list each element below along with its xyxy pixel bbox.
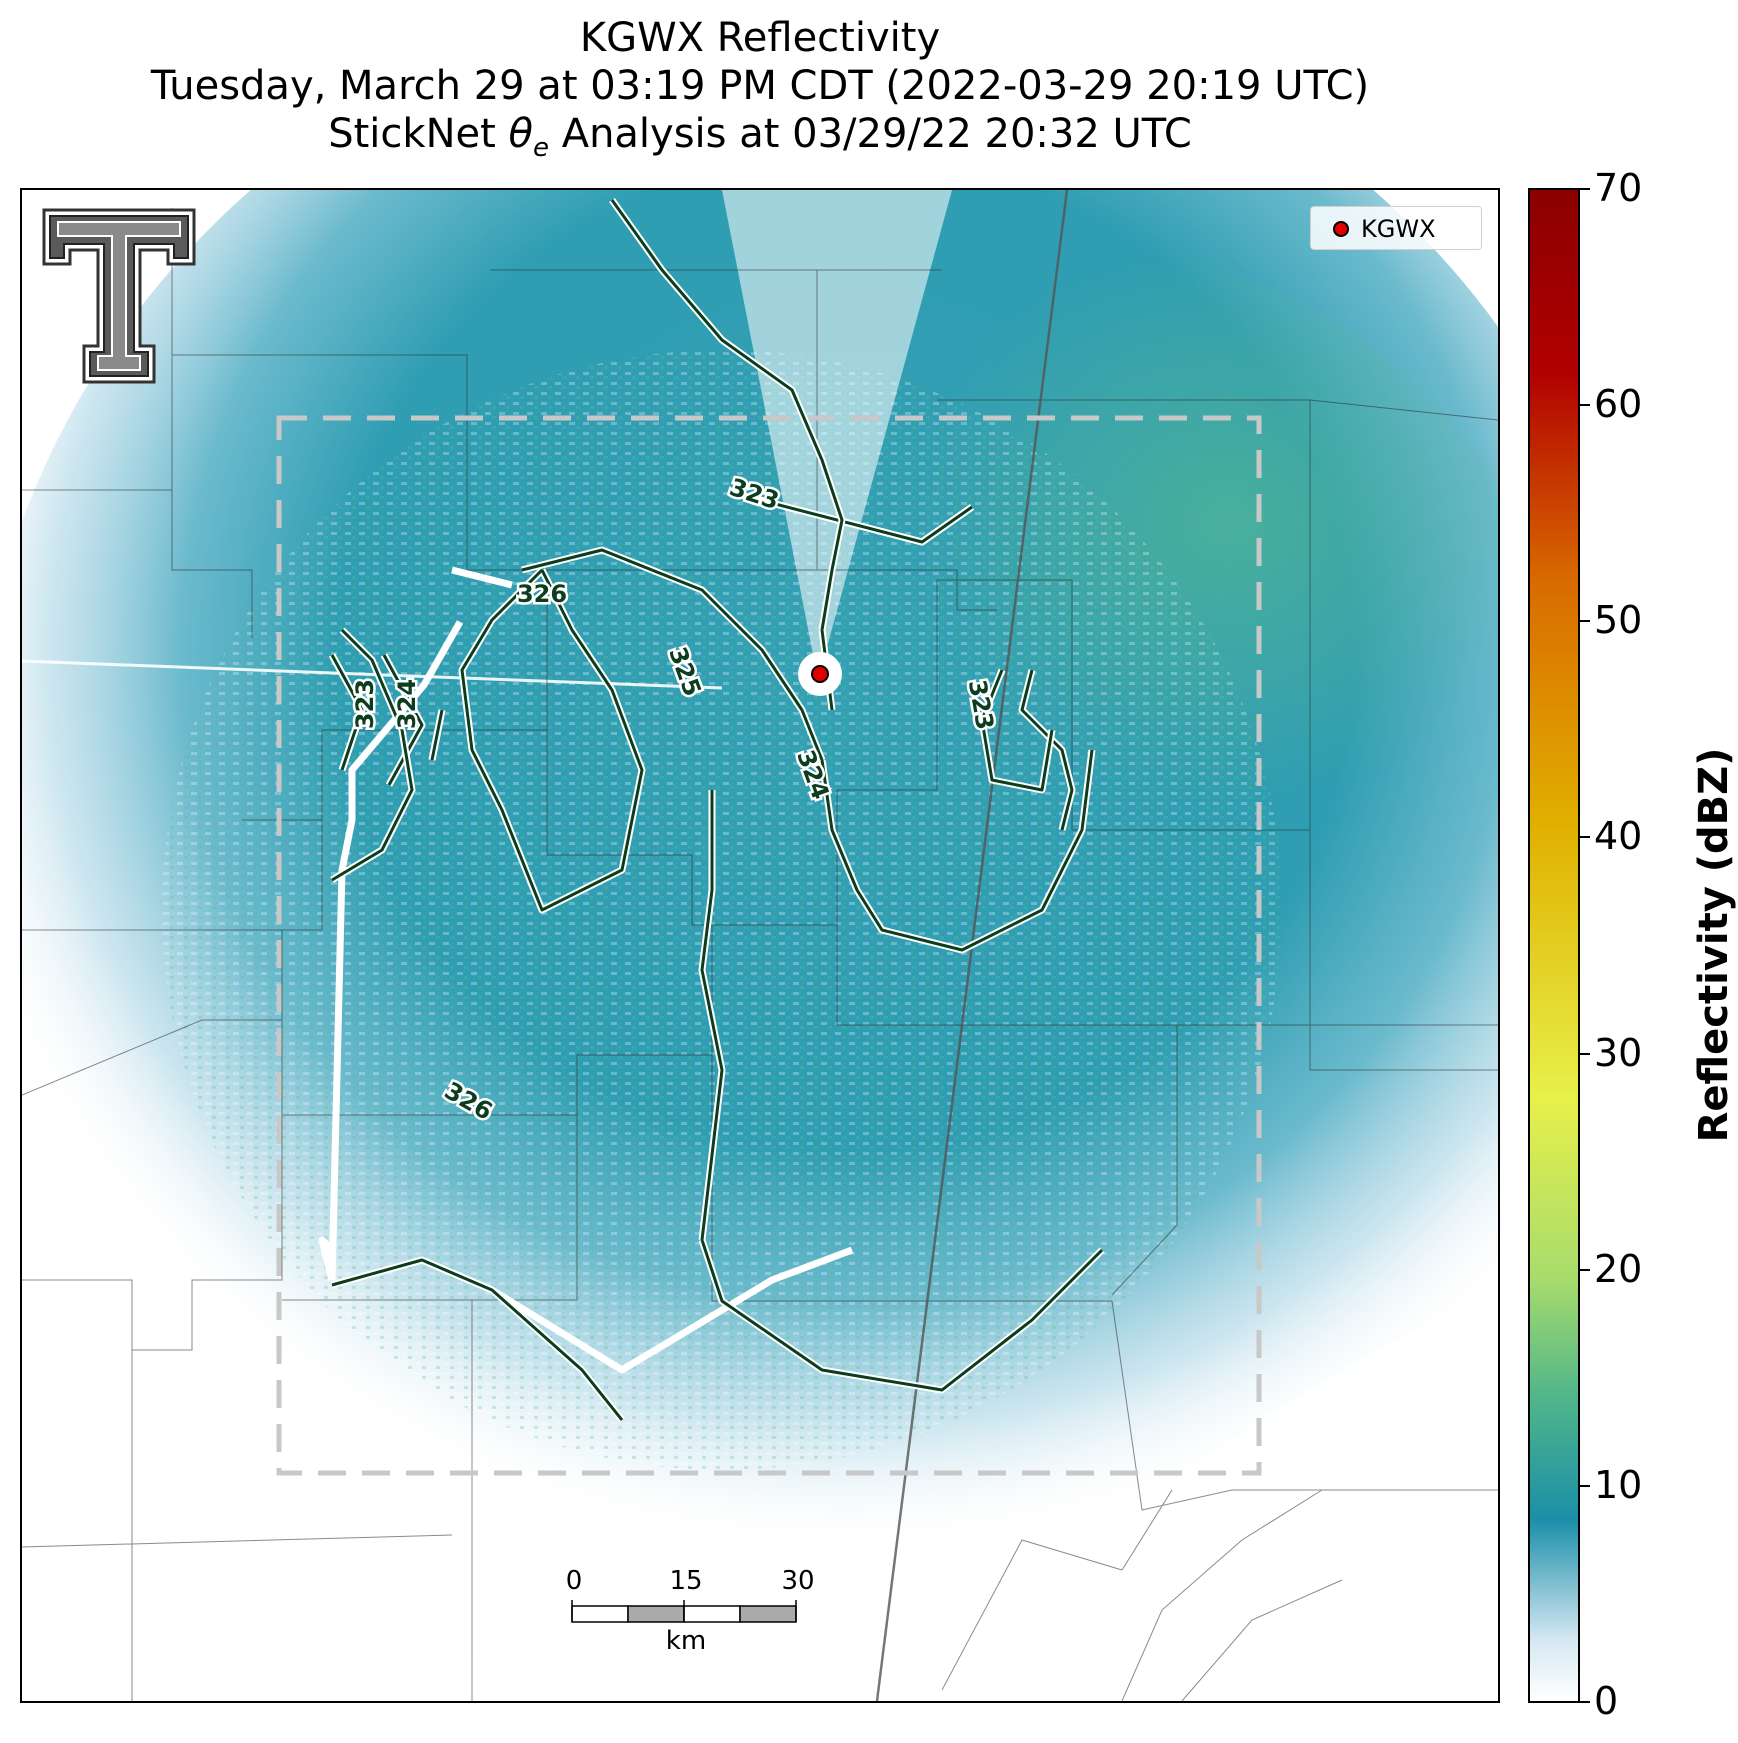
theta-e-contour-line bbox=[820, 749, 1094, 952]
scalebar-unit: km bbox=[665, 1626, 707, 1656]
colorbar-tick bbox=[1580, 404, 1590, 407]
theta-e-contour-line bbox=[331, 628, 414, 882]
colorbar-tick-label: 40 bbox=[1594, 814, 1643, 859]
radar-site-legend-marker bbox=[1333, 221, 1349, 237]
theta-e-contour-line bbox=[700, 1239, 1104, 1392]
theta-e-contour-line bbox=[430, 709, 444, 761]
theta-e-contour-line bbox=[460, 568, 644, 912]
colorbar-tick bbox=[1580, 836, 1590, 839]
county-boundaries bbox=[22, 208, 1498, 1701]
theta-e-contour-line bbox=[382, 654, 424, 786]
radar-site-marker[interactable] bbox=[811, 665, 829, 683]
theta-e-contour-line bbox=[521, 548, 824, 761]
colorbar-tick bbox=[1580, 1268, 1590, 1271]
map-legend: KGWX bbox=[1310, 206, 1482, 250]
title-line-2: Tuesday, March 29 at 03:19 PM CDT (2022-… bbox=[150, 63, 1370, 109]
theta-e-contour-label: 326 bbox=[517, 580, 567, 608]
theta-e-contour-label: 323 bbox=[351, 679, 379, 729]
colorbar-tick-label: 10 bbox=[1594, 1462, 1643, 1507]
colorbar-tick bbox=[1580, 620, 1590, 623]
colorbar-tick-label: 50 bbox=[1594, 598, 1643, 643]
analysis-domain-box bbox=[276, 415, 1262, 1476]
scalebar-tick-0: 0 bbox=[565, 1566, 583, 1596]
colorbar-tick bbox=[1580, 1484, 1590, 1487]
theta-e-contour-label: 324 bbox=[393, 679, 421, 729]
theta-e-contour-line bbox=[728, 490, 973, 544]
colorbar-tick bbox=[1580, 1052, 1590, 1055]
texas-tech-double-t-logo-icon bbox=[42, 208, 196, 384]
scalebar-tick-30: 30 bbox=[781, 1566, 815, 1596]
radar-map[interactable]: 323 323 324 326 325 324 323 326 0 15 30 km bbox=[20, 188, 1500, 1703]
theta-e-contour-line bbox=[700, 790, 724, 1241]
colorbar-tick-label: 30 bbox=[1594, 1030, 1643, 1075]
scalebar-tick-15: 15 bbox=[669, 1566, 703, 1596]
colorbar-tick bbox=[1580, 1701, 1590, 1703]
colorbar-tick-label: 20 bbox=[1594, 1246, 1643, 1291]
colorbar-title: Reflectivity (dBZ) bbox=[1691, 747, 1737, 1143]
colorbar-tick-label: 70 bbox=[1594, 166, 1643, 210]
theta-e-contour-line bbox=[1020, 669, 1074, 831]
colorbar-tick-label: 0 bbox=[1594, 1679, 1619, 1723]
colorbar-tick bbox=[1580, 188, 1590, 190]
title-line-3: StickNet θe Analysis at 03/29/22 20:32 U… bbox=[328, 111, 1192, 163]
theta-e-contour-line bbox=[980, 669, 1054, 792]
legend-label: KGWX bbox=[1361, 215, 1436, 243]
reflectivity-field bbox=[22, 190, 1498, 1701]
theta-e-contour-line bbox=[610, 199, 844, 631]
reflectivity-colorbar bbox=[1528, 188, 1580, 1703]
title-line-1: KGWX Reflectivity bbox=[579, 15, 941, 61]
theta-e-contour-line bbox=[330, 654, 364, 771]
theta-e-contour-line bbox=[331, 1258, 624, 1421]
scale-bar bbox=[571, 1600, 797, 1623]
colorbar-tick-label: 60 bbox=[1594, 382, 1643, 427]
